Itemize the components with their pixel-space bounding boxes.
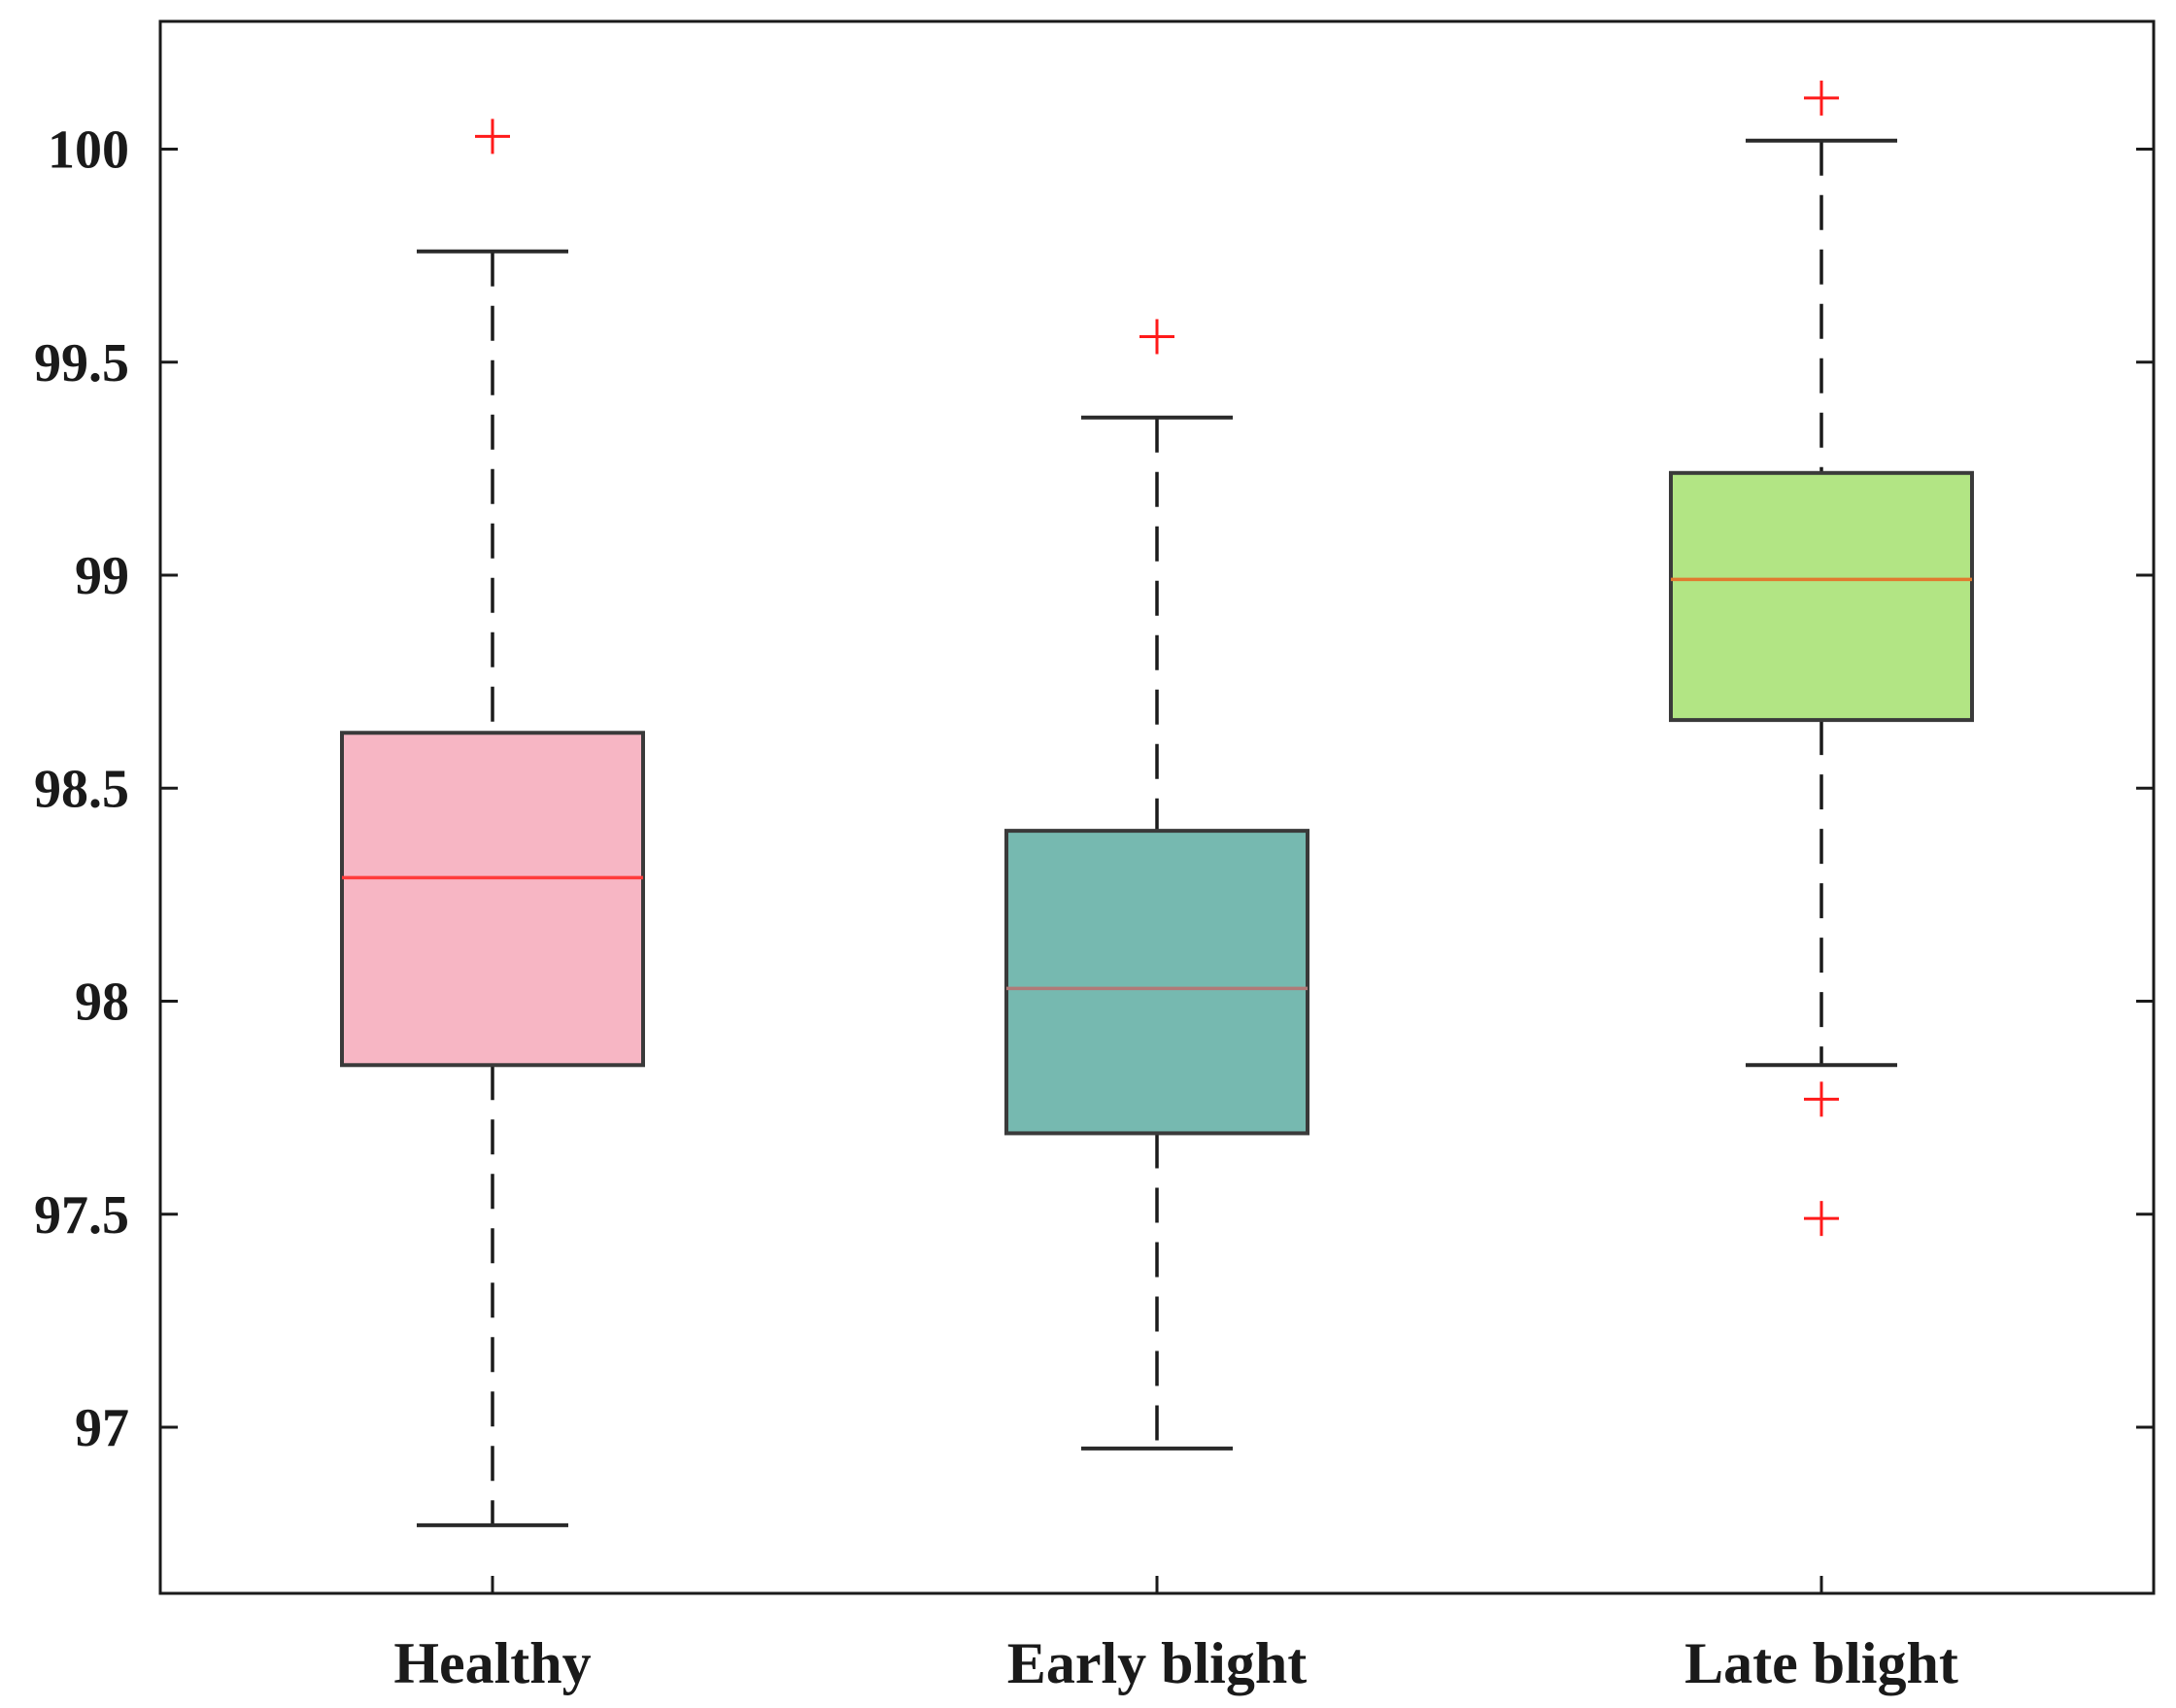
x-axis: Healthy Early blight Late blight bbox=[393, 1576, 1958, 1695]
iqr-box bbox=[340, 731, 645, 1068]
y-tick-label: 99.5 bbox=[34, 333, 129, 393]
iqr-box bbox=[1004, 829, 1309, 1136]
iqr-box bbox=[1669, 470, 1974, 723]
outlier-marker bbox=[475, 119, 510, 154]
outlier-marker bbox=[1139, 319, 1174, 355]
y-tick-label: 97.5 bbox=[34, 1185, 129, 1246]
box-group-2 bbox=[1004, 319, 1309, 1451]
y-tick-label: 98 bbox=[75, 973, 129, 1033]
x-category-label: Late blight bbox=[1684, 1631, 1958, 1695]
y-tick-label: 100 bbox=[48, 120, 129, 181]
y-tick-label: 97 bbox=[75, 1398, 129, 1458]
x-category-label: Healthy bbox=[393, 1631, 591, 1695]
y-axis: 97 97.5 98 98.5 99 99.5 100 bbox=[34, 120, 2154, 1458]
x-category-label: Early blight bbox=[1007, 1631, 1307, 1695]
box-group-3 bbox=[1669, 80, 1974, 1237]
outlier-marker bbox=[1804, 1081, 1839, 1117]
box-group-1 bbox=[340, 119, 645, 1527]
outlier-marker bbox=[1804, 80, 1839, 116]
y-tick-label: 98.5 bbox=[34, 759, 129, 819]
outlier-marker bbox=[1804, 1201, 1839, 1237]
y-tick-label: 99 bbox=[75, 546, 129, 606]
boxes-layer bbox=[340, 80, 1974, 1527]
